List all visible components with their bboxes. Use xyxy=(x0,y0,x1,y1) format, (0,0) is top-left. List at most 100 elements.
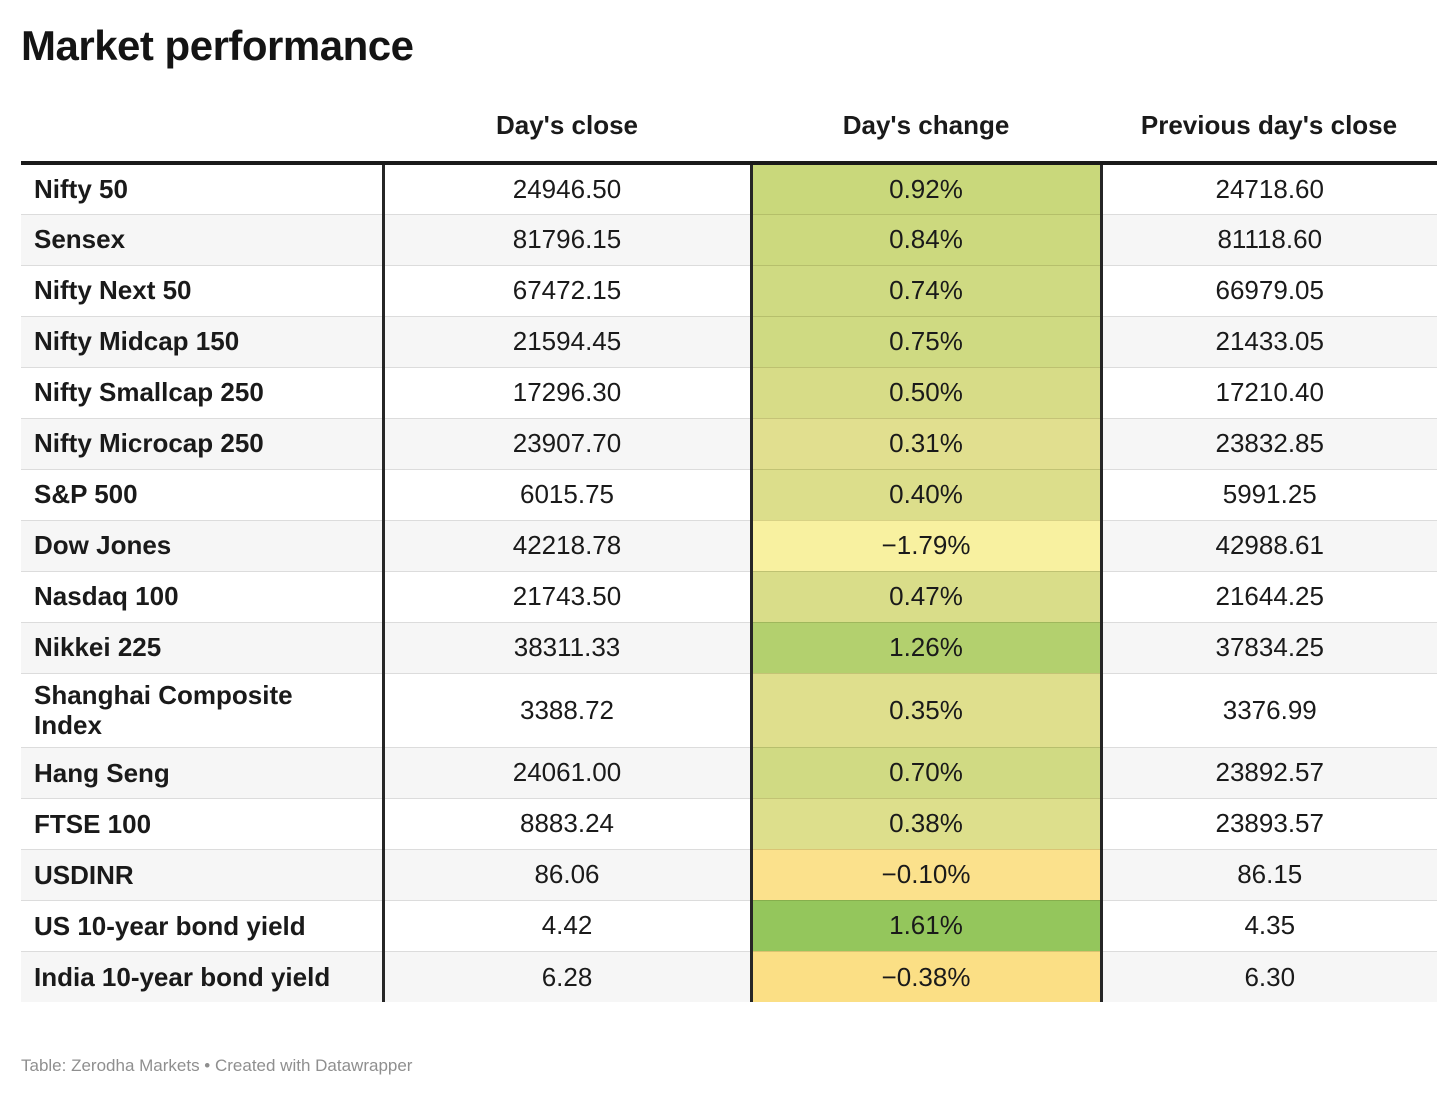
prev-close-cell: 3376.99 xyxy=(1101,672,1437,748)
table-row: India 10-year bond yield 6.28 −0.38% 6.3… xyxy=(21,950,1437,1003)
days-change-cell: 0.84% xyxy=(749,213,1103,265)
table-row: Hang Seng 24061.00 0.70% 23892.57 xyxy=(21,746,1437,799)
prev-close-cell: 17210.40 xyxy=(1101,366,1437,418)
market-performance-table: Day's close Day's change Previous day's … xyxy=(21,100,1437,1003)
days-close-cell: 42218.78 xyxy=(381,519,751,571)
table-row: US 10-year bond yield 4.42 1.61% 4.35 xyxy=(21,899,1437,952)
row-label: Nikkei 225 xyxy=(34,632,162,663)
row-label-cell: India 10-year bond yield xyxy=(21,950,383,1003)
row-label: Hang Seng xyxy=(34,757,170,788)
days-close-cell: 86.06 xyxy=(381,848,751,901)
prev-close-cell: 66979.05 xyxy=(1101,264,1437,316)
header-label-column xyxy=(21,100,383,165)
prev-close-cell: 37834.25 xyxy=(1101,621,1437,673)
row-label-cell: Nikkei 225 xyxy=(21,621,383,673)
days-change-cell: 0.31% xyxy=(749,417,1103,469)
table-row: S&P 500 6015.75 0.40% 5991.25 xyxy=(21,468,1437,520)
table-row: Nifty 50 24946.50 0.92% 24718.60 xyxy=(21,163,1437,214)
table-row: Shanghai Composite Index 3388.72 0.35% 3… xyxy=(21,672,1437,748)
row-label-cell: US 10-year bond yield xyxy=(21,899,383,952)
row-label-cell: Nifty Midcap 150 xyxy=(21,315,383,367)
row-label: Dow Jones xyxy=(34,530,172,561)
table-row: Sensex 81796.15 0.84% 81118.60 xyxy=(21,213,1437,265)
row-label: Sensex xyxy=(34,224,126,255)
row-label-cell: Nifty Smallcap 250 xyxy=(21,366,383,418)
row-label: Nifty Next 50 xyxy=(34,275,192,306)
row-label: FTSE 100 xyxy=(34,808,152,839)
row-label-cell: S&P 500 xyxy=(21,468,383,520)
row-label-cell: Nifty Next 50 xyxy=(21,264,383,316)
table-row: FTSE 100 8883.24 0.38% 23893.57 xyxy=(21,797,1437,850)
prev-close-cell: 86.15 xyxy=(1101,848,1437,901)
table-row: Nifty Smallcap 250 17296.30 0.50% 17210.… xyxy=(21,366,1437,418)
days-close-cell: 17296.30 xyxy=(381,366,751,418)
row-label: Nifty Microcap 250 xyxy=(34,428,264,459)
table-body: Nifty 50 24946.50 0.92% 24718.60 Sensex … xyxy=(21,163,1437,1003)
row-label-cell: Hang Seng xyxy=(21,746,383,799)
days-change-cell: 1.26% xyxy=(749,621,1103,673)
row-label-cell: Nifty Microcap 250 xyxy=(21,417,383,469)
days-close-cell: 38311.33 xyxy=(381,621,751,673)
table-row: USDINR 86.06 −0.10% 86.15 xyxy=(21,848,1437,901)
table-row: Nifty Next 50 67472.15 0.74% 66979.05 xyxy=(21,264,1437,316)
row-label-cell: Dow Jones xyxy=(21,519,383,571)
days-close-cell: 3388.72 xyxy=(381,672,751,748)
days-change-cell: 0.40% xyxy=(749,468,1103,520)
days-change-cell: 0.35% xyxy=(749,672,1103,748)
row-label: Nifty Midcap 150 xyxy=(34,326,240,357)
prev-close-cell: 23832.85 xyxy=(1101,417,1437,469)
days-close-cell: 21743.50 xyxy=(381,570,751,622)
table-container: Market performance Day's close Day's cha… xyxy=(21,22,1437,1003)
days-close-cell: 24061.00 xyxy=(381,746,751,799)
days-change-cell: 0.75% xyxy=(749,315,1103,367)
table-row: Nifty Midcap 150 21594.45 0.75% 21433.05 xyxy=(21,315,1437,367)
days-change-cell: 0.92% xyxy=(749,163,1103,214)
days-change-cell: 1.61% xyxy=(749,899,1103,952)
days-change-cell: −0.10% xyxy=(749,848,1103,901)
row-label: S&P 500 xyxy=(34,479,138,510)
row-label-cell: USDINR xyxy=(21,848,383,901)
table-row: Nasdaq 100 21743.50 0.47% 21644.25 xyxy=(21,570,1437,622)
page-title: Market performance xyxy=(21,22,414,69)
days-change-cell: 0.38% xyxy=(749,797,1103,850)
row-label-cell: Nifty 50 xyxy=(21,163,383,214)
days-close-cell: 6015.75 xyxy=(381,468,751,520)
prev-close-cell: 23893.57 xyxy=(1101,797,1437,850)
row-label: Nasdaq 100 xyxy=(34,581,179,612)
days-close-cell: 6.28 xyxy=(381,950,751,1003)
table-row: Nikkei 225 38311.33 1.26% 37834.25 xyxy=(21,621,1437,673)
days-close-cell: 4.42 xyxy=(381,899,751,952)
days-close-cell: 23907.70 xyxy=(381,417,751,469)
days-change-cell: 0.74% xyxy=(749,264,1103,316)
row-label: US 10-year bond yield xyxy=(34,910,306,941)
days-change-cell: 0.70% xyxy=(749,746,1103,799)
row-label-cell: Nasdaq 100 xyxy=(21,570,383,622)
prev-close-cell: 23892.57 xyxy=(1101,746,1437,799)
header-days-close: Day's close xyxy=(383,100,751,165)
row-label: USDINR xyxy=(34,859,134,890)
header-previous-close: Previous day's close xyxy=(1101,100,1437,165)
prev-close-cell: 21433.05 xyxy=(1101,315,1437,367)
days-close-cell: 81796.15 xyxy=(381,213,751,265)
prev-close-cell: 5991.25 xyxy=(1101,468,1437,520)
row-label-cell: FTSE 100 xyxy=(21,797,383,850)
table-header-row: Day's close Day's change Previous day's … xyxy=(21,100,1437,165)
row-label: Nifty 50 xyxy=(34,173,128,204)
prev-close-cell: 42988.61 xyxy=(1101,519,1437,571)
days-change-cell: −1.79% xyxy=(749,519,1103,571)
row-label-cell: Sensex xyxy=(21,213,383,265)
table-row: Nifty Microcap 250 23907.70 0.31% 23832.… xyxy=(21,417,1437,469)
table-row: Dow Jones 42218.78 −1.79% 42988.61 xyxy=(21,519,1437,571)
prev-close-cell: 4.35 xyxy=(1101,899,1437,952)
row-label-cell: Shanghai Composite Index xyxy=(21,672,383,748)
days-close-cell: 24946.50 xyxy=(381,163,751,214)
row-label: India 10-year bond yield xyxy=(34,961,331,992)
days-close-cell: 8883.24 xyxy=(381,797,751,850)
days-change-cell: 0.47% xyxy=(749,570,1103,622)
prev-close-cell: 21644.25 xyxy=(1101,570,1437,622)
attribution-footer: Table: Zerodha Markets • Created with Da… xyxy=(21,1056,413,1075)
days-close-cell: 21594.45 xyxy=(381,315,751,367)
days-close-cell: 67472.15 xyxy=(381,264,751,316)
row-label: Nifty Smallcap 250 xyxy=(34,377,264,408)
prev-close-cell: 81118.60 xyxy=(1101,213,1437,265)
